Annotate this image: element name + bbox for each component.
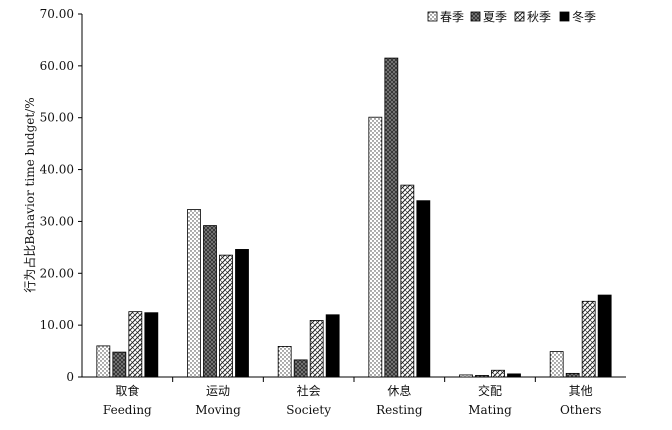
category-label-zh: 取食: [115, 383, 139, 398]
legend-label: 冬季: [572, 9, 596, 24]
category-label-en: Resting: [376, 403, 423, 417]
category-label-en: Society: [286, 403, 331, 417]
bar-冬季-society: [325, 314, 340, 378]
bar-夏季-others: [565, 372, 580, 378]
bar-春季-resting: [368, 116, 383, 378]
bar-夏季-feeding: [112, 351, 127, 378]
y-ticks: 0 10.00 20.00 30.00 40.00 50.00 60.00 70.00: [40, 7, 82, 384]
bar-秋季-mating: [491, 369, 505, 378]
legend-swatch: [427, 11, 438, 22]
bar-秋季-feeding: [128, 311, 143, 378]
legend-label: 秋季: [527, 10, 551, 24]
bar-夏季-resting: [384, 57, 399, 378]
bar-夏季-mating: [475, 375, 489, 378]
y-tick-label: 50.00: [40, 111, 74, 125]
bars: [96, 57, 612, 378]
bar-夏季-moving: [203, 225, 217, 378]
y-tick-label: 40.00: [40, 163, 74, 177]
category-label-zh: 休息: [387, 383, 411, 398]
bar-春季-moving: [187, 209, 201, 378]
bar-秋季-others: [581, 300, 596, 378]
y-tick-label: 0: [66, 370, 74, 384]
bar-夏季-society: [293, 359, 308, 378]
bar-秋季-moving: [219, 254, 233, 378]
y-tick-label: 30.00: [40, 214, 74, 228]
bar-春季-mating: [459, 374, 473, 378]
legend-label: 夏季: [483, 10, 507, 24]
bar-春季-feeding: [96, 345, 111, 378]
y-tick-label: 10.00: [40, 318, 74, 332]
bar-冬季-others: [597, 294, 612, 378]
category-label-en: Others: [560, 403, 601, 417]
x-ticks: [172, 377, 536, 382]
y-axis-label: 行为占比Behavior time budget/%: [22, 97, 37, 292]
bar-春季-others: [549, 351, 564, 378]
bar-春季-society: [277, 346, 292, 378]
bar-冬季-mating: [507, 373, 521, 378]
legend-swatch: [470, 11, 481, 22]
y-tick-label: 70.00: [40, 7, 74, 21]
category-label-en: Feeding: [103, 403, 152, 417]
y-tick-label: 20.00: [40, 266, 74, 280]
y-tick-label: 60.00: [40, 59, 74, 73]
bar-冬季-moving: [235, 249, 249, 378]
bar-冬季-resting: [416, 200, 431, 378]
category-labels: 取食 Feeding 运动 Moving 社会 Society 休息 Resting 交配 Mat…: [103, 383, 601, 417]
category-label-zh: 运动: [206, 384, 230, 398]
legend-swatch: [559, 11, 570, 22]
legend-label: 春季: [440, 10, 464, 24]
category-label-en: Mating: [468, 403, 512, 417]
category-label-zh: 社会: [297, 383, 321, 398]
bar-冬季-feeding: [144, 312, 159, 378]
bar-秋季-resting: [400, 184, 415, 378]
category-label-en: Moving: [195, 403, 241, 417]
bar-秋季-society: [309, 320, 324, 378]
legend: 春季 夏季 秋季 冬季: [427, 9, 596, 24]
category-label-zh: 其他: [569, 384, 593, 398]
category-label-zh: 交配: [478, 383, 502, 398]
legend-swatch: [514, 11, 525, 22]
